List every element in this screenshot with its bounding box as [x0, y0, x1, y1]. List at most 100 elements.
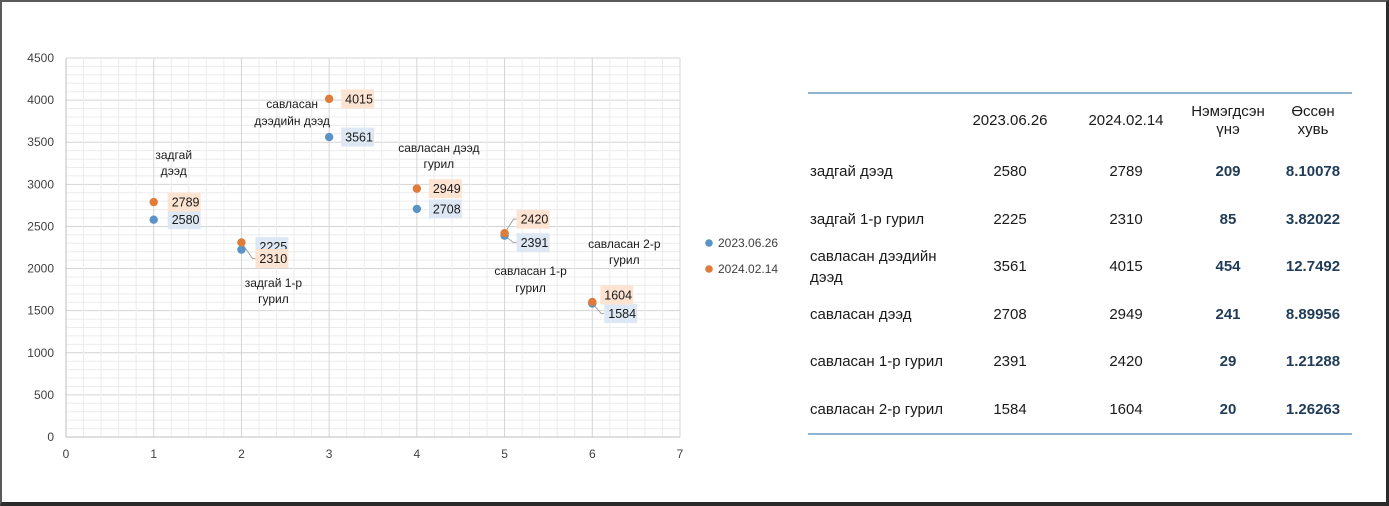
row-name-cell: савласан дээдийн дээд [810, 247, 937, 286]
legend-entry: 2024.02.14 [718, 262, 778, 276]
scatter-point [412, 184, 422, 193]
chart-grid [65, 57, 681, 438]
row-value-2023-cell: 1584 [993, 400, 1027, 418]
y-tick-label: 3000 [27, 177, 54, 191]
data-label-background [428, 199, 462, 219]
scatter-point [324, 94, 334, 104]
data-label: 4015 [345, 92, 373, 106]
table-row: савласан 2-р гурил 1584 1604 20 1.26263 [808, 386, 1352, 434]
row-name-cell: савласан дээд [810, 305, 912, 323]
scatter-point [237, 238, 246, 247]
x-tick-label: 0 [63, 447, 70, 461]
x-tick-label: 7 [677, 447, 684, 461]
legend-marker [705, 265, 713, 273]
legend-entry: 2023.06.26 [718, 236, 778, 250]
x-tick-label: 5 [501, 447, 508, 461]
row-value-2023-cell: 2225 [993, 210, 1027, 228]
category-annotation: савласан дээд [398, 141, 479, 155]
category-annotation: гурил [424, 157, 455, 171]
category-annotations: задгай дээд задгай 1-р гурил савласан дээдийн… [155, 97, 660, 306]
category-annotation: задгай 1-р [245, 276, 303, 290]
data-label-background [600, 285, 634, 305]
row-value-2024-cell: 2949 [1109, 305, 1143, 323]
row-value-2023-cell: 2391 [993, 353, 1027, 371]
x-tick-label: 3 [326, 447, 333, 461]
y-tick-label: 4000 [27, 93, 54, 107]
row-percent-cell: 3.82022 [1285, 210, 1341, 228]
scatter-point [149, 215, 158, 224]
data-label: 2580 [172, 213, 200, 227]
y-tick-label: 4500 [27, 51, 54, 65]
row-increase-cell: 20 [1219, 400, 1237, 418]
data-label-background [341, 127, 375, 147]
data-label: 2708 [433, 202, 461, 216]
price-table: 2023.06.26 2024.02.14 Нэмэгдсэн үнэ Өссө… [808, 92, 1352, 435]
data-label-background [167, 192, 201, 212]
row-increase-cell: 454 [1215, 258, 1241, 276]
y-tick-label: 1000 [27, 346, 54, 360]
table-header-row: 2023.06.26 2024.02.14 Нэмэгдсэн үнэ Өссө… [808, 94, 1352, 148]
data-label: 2391 [521, 236, 549, 250]
data-label: 1584 [608, 307, 636, 321]
row-value-2023-cell: 3561 [993, 258, 1027, 276]
table-row: савласан 1-р гурил 2391 2420 29 1.21288 [808, 338, 1352, 386]
header-cell-increase: Нэмэгдсэн үнэ [1191, 103, 1265, 138]
scatter-point [324, 132, 334, 142]
data-label-background [167, 210, 201, 230]
row-increase-cell: 209 [1215, 163, 1241, 181]
header-cell-name [808, 94, 950, 148]
y-tick-label: 2500 [27, 219, 54, 233]
data-label-leader [591, 303, 605, 315]
category-annotation: гурил [258, 292, 289, 306]
data-label-background [428, 179, 462, 199]
category-annotation: дээдийн дээд [254, 114, 330, 128]
data-label: 1604 [604, 288, 632, 302]
row-percent-cell: 1.26263 [1285, 400, 1341, 418]
scatter-point [237, 245, 246, 254]
table-row: задгай дээд 2580 2789 209 8.10078 [808, 148, 1352, 196]
row-value-2024-cell: 2789 [1109, 163, 1143, 181]
category-annotation: савласан 2-р [588, 237, 661, 251]
data-label-background [516, 233, 550, 253]
data-label: 2949 [433, 182, 461, 196]
y-tick-label: 500 [34, 388, 54, 402]
x-tick-label: 4 [414, 447, 421, 461]
row-value-2024-cell: 2420 [1109, 353, 1143, 371]
category-annotation: гурил [609, 253, 640, 267]
row-value-2024-cell: 1604 [1109, 400, 1143, 418]
y-tick-label: 0 [47, 430, 54, 444]
x-tick-label: 2 [238, 447, 245, 461]
data-label: 3561 [345, 131, 373, 145]
data-label: 2420 [521, 213, 549, 227]
row-value-2024-cell: 4015 [1109, 258, 1143, 276]
data-label-background [516, 209, 550, 229]
scatter-point [500, 228, 509, 238]
category-annotation: савласан [266, 97, 318, 111]
scatter-point [149, 197, 158, 207]
data-label: 2310 [259, 252, 287, 266]
table-row: савласан дээд 2708 2949 241 8.89956 [808, 291, 1352, 339]
legend-marker [705, 239, 713, 247]
data-label-background [604, 304, 638, 324]
y-tick-label: 1500 [27, 304, 54, 318]
row-value-2023-cell: 2580 [993, 163, 1027, 181]
data-label-leader [504, 218, 517, 234]
row-name-cell: задгай дээд [810, 163, 893, 181]
header-cell-date-1: 2023.06.26 [972, 112, 1048, 129]
row-percent-cell: 12.7492 [1285, 258, 1341, 276]
x-tick-label: 6 [589, 447, 596, 461]
chart-marks: 2580222535612708239115842789231040152949… [149, 89, 638, 324]
row-value-2023-cell: 2708 [993, 305, 1027, 323]
table-row: савласан дээдийн дээд 3561 4015 454 12.7492 [808, 243, 1352, 291]
chart-legend: 2023.06.26 2024.02.14 [705, 236, 778, 276]
row-value-2024-cell: 2310 [1109, 210, 1143, 228]
table-row: задгай 1-р гурил 2225 2310 85 3.82022 [808, 196, 1352, 244]
category-annotation: гурил [515, 281, 546, 295]
row-percent-cell: 8.10078 [1285, 163, 1341, 181]
header-cell-date-2: 2024.02.14 [1088, 112, 1164, 129]
data-label-background [255, 248, 289, 268]
header-cell-percent: Өссөн хувь [1291, 103, 1335, 138]
row-name-cell: савласан 1-р гурил [810, 353, 943, 371]
